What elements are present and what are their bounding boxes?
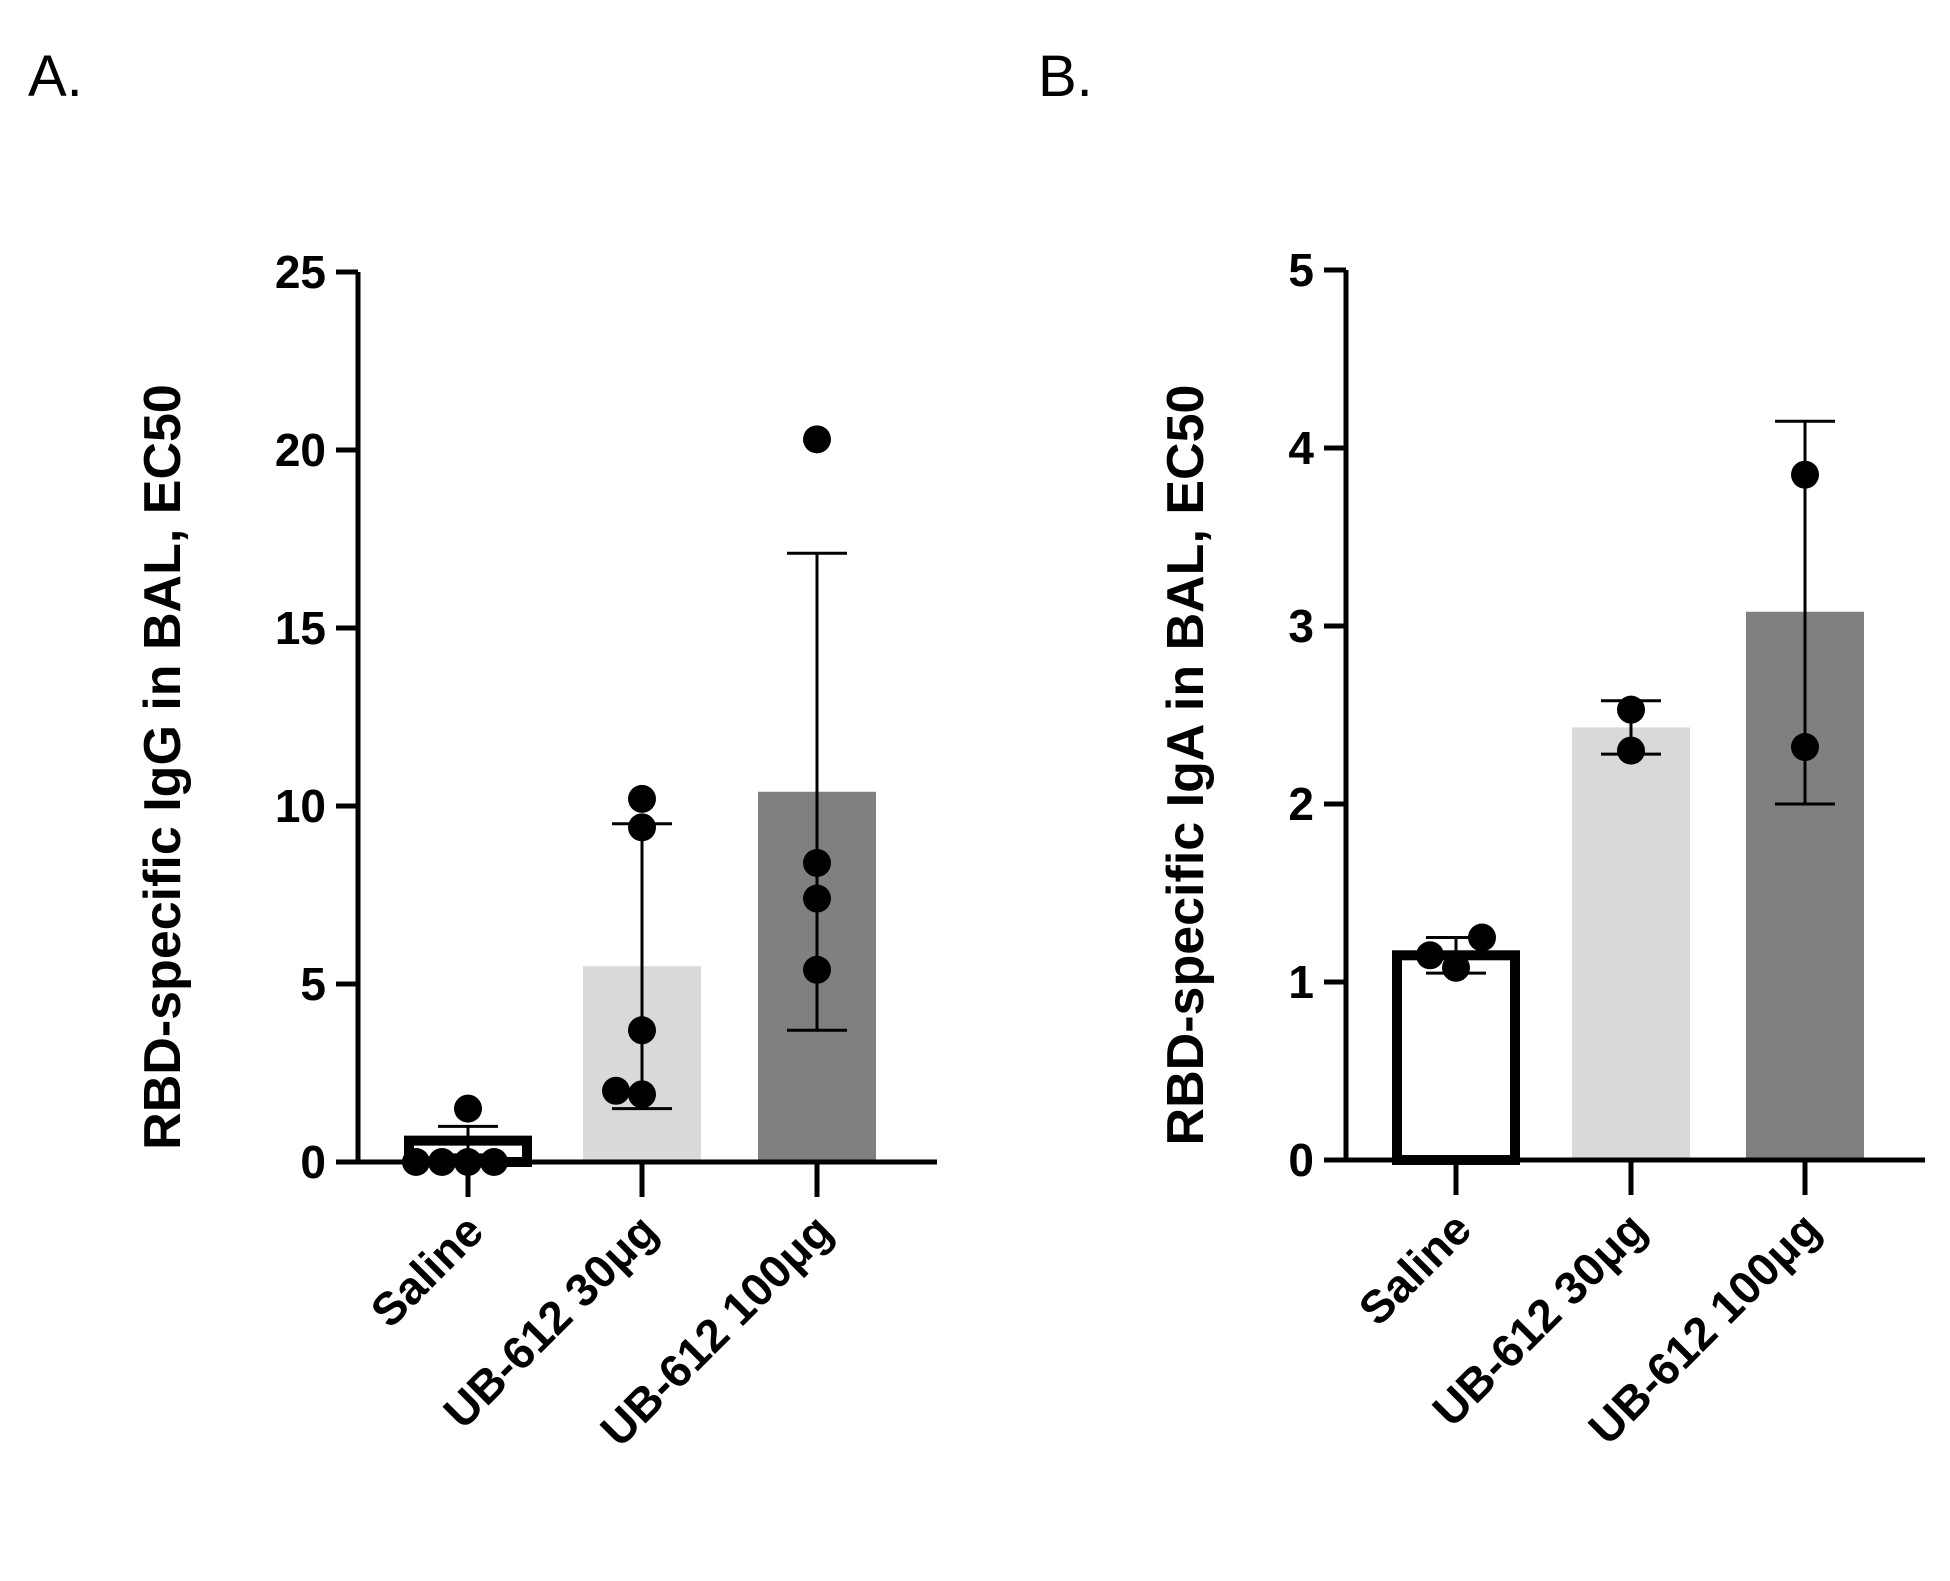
- chart0-y-tick-label-4: 20: [275, 424, 326, 476]
- chart0-data-point-1-0: [628, 1080, 656, 1109]
- chart1-data-point-2-0: [1791, 733, 1819, 762]
- chart0-data-point-2-0: [803, 955, 831, 984]
- chart1-data-point-1-1: [1617, 695, 1645, 724]
- chart0-data-point-0-4: [454, 1094, 482, 1123]
- chart0-data-point-2-3: [803, 425, 831, 454]
- chart1-data-point-0-2: [1468, 923, 1496, 952]
- chart1-data-point-0-1: [1416, 941, 1444, 970]
- chart0-category-label-0: Saline: [360, 1204, 493, 1337]
- chart1-data-point-1-0: [1617, 736, 1645, 765]
- chart1-bar-0: [1392, 950, 1520, 1165]
- chart0-data-point-2-1: [803, 884, 831, 913]
- chart0-panel-label: A.: [28, 44, 83, 109]
- chart1-category-label-0: Saline: [1348, 1202, 1481, 1335]
- chart1-data-point-2-1: [1791, 460, 1819, 489]
- chart0-y-axis-title: RBD-specific IgG in BAL, EC50: [134, 384, 192, 1150]
- chart1-data-point-0-0: [1442, 953, 1470, 982]
- chart0-data-point-2-2: [803, 848, 831, 877]
- chart0-y-tick-label-1: 5: [300, 958, 326, 1010]
- chart1-y-tick-label-2: 2: [1288, 778, 1314, 830]
- chart1-panel-label: B.: [1038, 44, 1093, 109]
- chart1-y-tick-label-5: 5: [1288, 244, 1314, 296]
- chart0-data-point-1-3: [628, 813, 656, 842]
- chart0-data-point-0-3: [402, 1148, 430, 1176]
- chart0-panel: A. RBD-specific IgG in BAL, EC50 0 5 10 15 20 2…: [28, 44, 937, 1456]
- chart0-data-point-0-0: [454, 1148, 482, 1176]
- chart0-data-point-1-2: [628, 1016, 656, 1045]
- chart1-y-tick-label-3: 3: [1288, 600, 1314, 652]
- chart1-y-tick-label-1: 1: [1288, 956, 1314, 1008]
- chart0-y-tick-label-2: 10: [275, 780, 326, 832]
- chart1-bar-1: [1572, 727, 1690, 1160]
- chart0-y-tick-label-0: 0: [300, 1136, 326, 1188]
- chart0-data-point-1-1: [602, 1076, 630, 1105]
- chart0-y-tick-label-5: 25: [275, 246, 326, 298]
- chart0-data-point-1-4: [628, 784, 656, 813]
- chart1-y-tick-label-4: 4: [1288, 422, 1314, 474]
- chart1-y-tick-label-0: 0: [1288, 1134, 1314, 1186]
- chart0-y-tick-label-3: 15: [275, 602, 326, 654]
- chart0-data-point-0-2: [480, 1148, 508, 1176]
- chart0-data-point-0-1: [428, 1148, 456, 1176]
- chart1-panel: B. RBD-specific IgA in BAL, EC50 0 1 2 3 4 5 Sal…: [1038, 44, 1925, 1454]
- chart1-y-axis-title: RBD-specific IgA in BAL, EC50: [1157, 385, 1215, 1146]
